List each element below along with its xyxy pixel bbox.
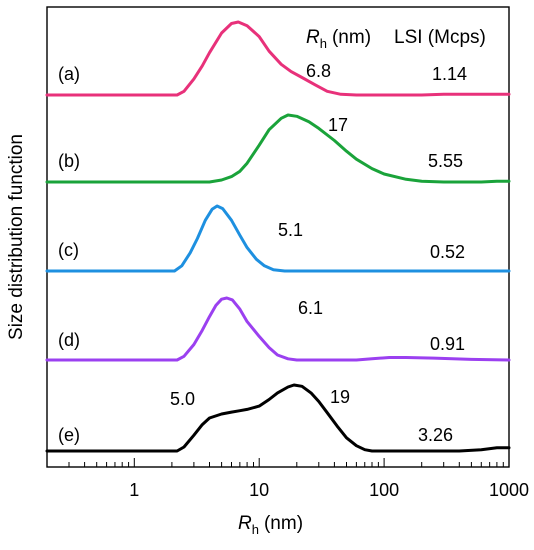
x-axis-label-main: R bbox=[238, 513, 252, 534]
x-axis-tick-labels: 1 10 100 1000 bbox=[129, 480, 529, 500]
curve-5 bbox=[45, 383, 511, 453]
x-axis-label-sub: h bbox=[252, 522, 259, 537]
curve-lsi-value: 0.52 bbox=[430, 242, 465, 262]
x-tick-label: 100 bbox=[369, 480, 399, 500]
x-tick-label: 10 bbox=[249, 480, 269, 500]
curve-rh-value: 17 bbox=[328, 115, 348, 135]
curve-3 bbox=[45, 204, 511, 273]
curve-label: (c) bbox=[58, 240, 79, 260]
x-tick-label: 1000 bbox=[489, 480, 529, 500]
header-lsi-label: LSI (Mcps) bbox=[394, 27, 486, 48]
curve-lsi-value: 1.14 bbox=[432, 64, 467, 84]
header-rh-label: Rh (nm) bbox=[306, 27, 371, 51]
curve-lsi-value: 0.91 bbox=[430, 334, 465, 354]
x-axis-label-unit: (nm) bbox=[264, 513, 303, 534]
curve-e-second-peak-value: 19 bbox=[330, 387, 350, 407]
curve-label: (e) bbox=[58, 425, 80, 445]
curve-label: (b) bbox=[58, 151, 80, 171]
curve-4 bbox=[45, 296, 511, 362]
curve-1 bbox=[45, 20, 511, 97]
curve-rh-value: 6.8 bbox=[306, 61, 331, 81]
curve-label: (a) bbox=[58, 64, 80, 84]
plot-frame bbox=[46, 6, 510, 468]
curve-rh-value: 6.1 bbox=[298, 298, 323, 318]
header-rh-sub: h bbox=[320, 36, 327, 51]
curve-rh-value: 5.1 bbox=[278, 220, 303, 240]
curve-lsi-value: 5.55 bbox=[428, 151, 463, 171]
curve-rh-value: 5.0 bbox=[170, 389, 195, 409]
curve-label: (d) bbox=[58, 330, 80, 350]
x-axis-ticks bbox=[46, 458, 510, 467]
header-rh-main: R bbox=[306, 27, 320, 48]
curve-2 bbox=[45, 113, 511, 184]
x-axis-label: Rh (nm) bbox=[238, 513, 303, 537]
header-rh-unit: (nm) bbox=[332, 27, 371, 48]
y-axis-label: Size distribution function bbox=[6, 134, 27, 340]
curve-annotations: (a) 6.8 1.14 (b) 17 5.55 (c) 5.1 0.52 (d) 6.1 0.91 (… bbox=[58, 61, 467, 445]
x-tick-label: 1 bbox=[129, 480, 139, 500]
distribution-curves bbox=[45, 20, 511, 453]
curve-lsi-value: 3.26 bbox=[418, 425, 453, 445]
